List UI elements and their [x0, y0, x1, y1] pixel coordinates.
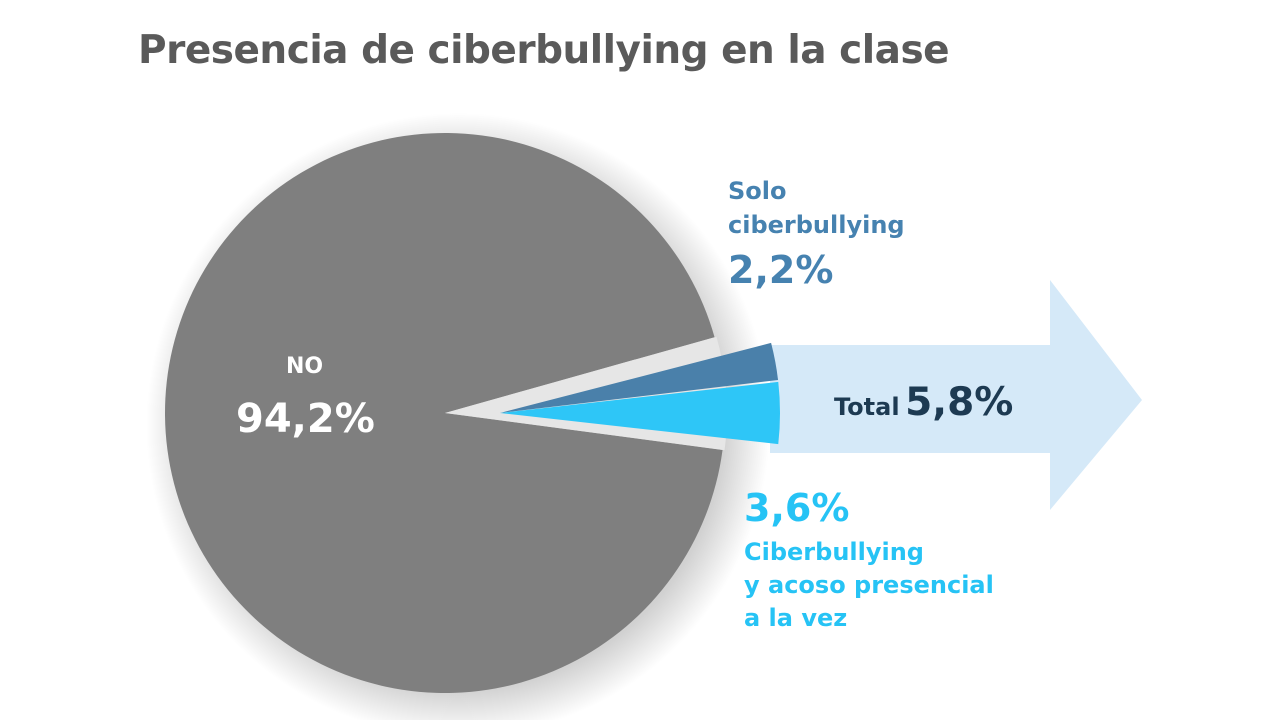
label-no-value: 94,2% [236, 396, 375, 442]
label-solo-value: 2,2% [728, 248, 834, 292]
total-value: 5,8% [905, 380, 1014, 425]
label-no-name: NO [286, 354, 324, 379]
label-both-name: Ciberbullying y acoso presencial a la ve… [744, 538, 994, 632]
chart-title: Presencia de ciberbullying en la clase [138, 28, 950, 73]
pie-slice-no [165, 133, 723, 694]
total-arrow [770, 280, 1142, 510]
total-text: Total 5,8% [834, 380, 1013, 425]
pie-slice-solo-ciberbullying [500, 342, 779, 413]
label-solo-name: Solo ciberbullying [728, 177, 905, 239]
label-both-value: 3,6% [744, 486, 850, 530]
total-label: Total [834, 393, 900, 421]
pie-slice-ciberbullying-y-acoso [500, 381, 780, 445]
